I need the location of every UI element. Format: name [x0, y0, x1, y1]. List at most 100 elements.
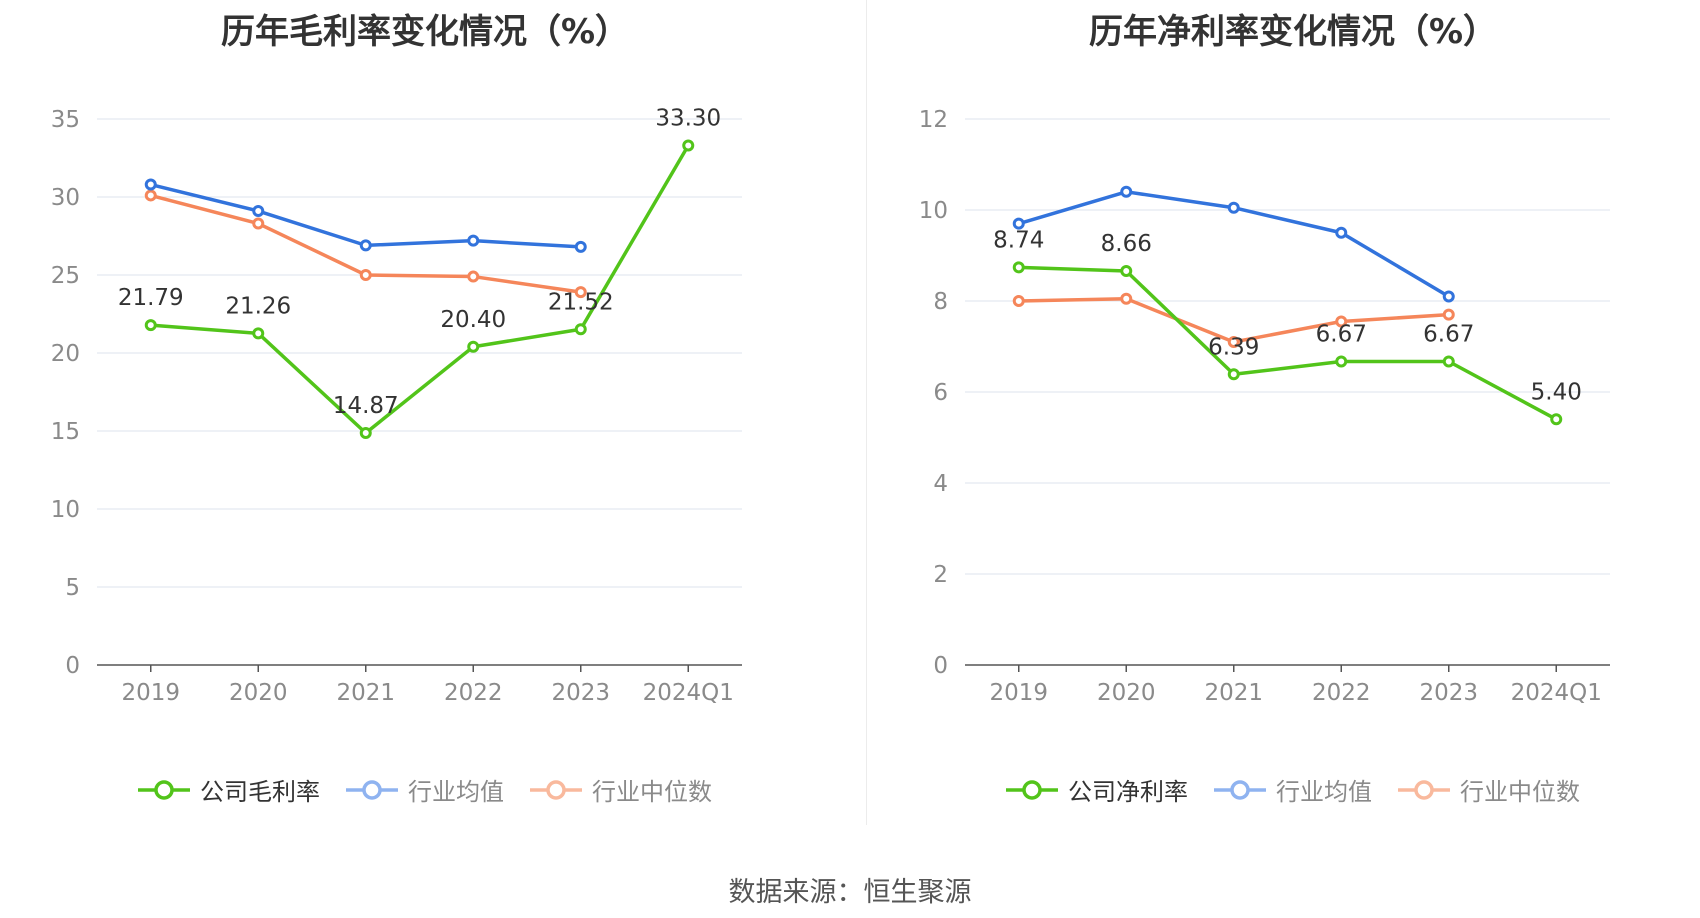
legend-item[interactable]: 公司净利率	[1006, 772, 1188, 807]
data-label: 5.40	[1531, 379, 1582, 405]
panel-divider	[866, 0, 867, 825]
x-tick-label: 2020	[1097, 680, 1156, 706]
y-tick-label: 2	[933, 562, 948, 588]
chart-title: 历年净利率变化情况（%）	[1088, 12, 1498, 52]
legend-swatch-icon	[530, 779, 582, 800]
x-tick-label: 2024Q1	[1511, 680, 1602, 706]
legend-marker	[1022, 779, 1042, 800]
data-point	[1227, 368, 1240, 381]
data-point	[359, 239, 372, 252]
legend-marker	[154, 779, 174, 800]
data-label: 6.67	[1316, 322, 1367, 348]
data-point	[1442, 355, 1455, 368]
data-label: 6.39	[1208, 334, 1259, 360]
x-tick-label: 2022	[1312, 680, 1371, 706]
x-tick-label: 2019	[121, 680, 180, 706]
legend-item[interactable]: 行业中位数	[530, 772, 712, 807]
y-tick-label: 4	[933, 471, 948, 497]
y-tick-label: 0	[65, 653, 80, 679]
y-tick-label: 5	[65, 575, 80, 601]
y-tick-label: 0	[933, 653, 948, 679]
chart-title: 历年毛利率变化情况（%）	[220, 12, 630, 52]
legend-marker	[546, 779, 566, 800]
series-line-1	[150, 182, 581, 249]
y-tick-label: 25	[51, 263, 80, 289]
data-label: 8.66	[1101, 231, 1152, 257]
data-point	[1120, 185, 1133, 198]
y-tick-label: 10	[919, 198, 948, 224]
data-point	[1442, 308, 1455, 321]
data-point	[682, 139, 695, 152]
data-point	[1550, 413, 1563, 426]
y-tick-label: 35	[51, 107, 80, 133]
y-tick-label: 6	[933, 380, 948, 406]
legend-label: 行业中位数	[1460, 778, 1580, 806]
legend-label: 行业均值	[1276, 778, 1372, 806]
data-point	[1335, 355, 1348, 368]
data-source: 数据来源：恒生聚源	[728, 877, 972, 908]
legend-item[interactable]: 公司毛利率	[138, 772, 320, 807]
legend-swatch-icon	[138, 779, 190, 800]
y-tick-label: 20	[51, 341, 80, 367]
legend-swatch-icon	[1214, 779, 1266, 800]
data-point	[144, 178, 157, 191]
y-tick-label: 15	[51, 419, 80, 445]
data-point	[467, 234, 480, 247]
legend-swatch-icon	[1398, 779, 1450, 800]
chart-legend: 公司净利率 行业均值 行业中位数	[868, 772, 1700, 807]
net-margin-plot: 0 2 4 6 8 10 12 2019 2020 2021 2022 2023 2024Q1 8.74 8…	[919, 107, 1610, 706]
legend-marker	[1230, 779, 1250, 800]
y-tick-label: 10	[51, 497, 80, 523]
data-label: 21.52	[548, 289, 614, 315]
data-label: 6.67	[1423, 322, 1474, 348]
legend-label: 公司毛利率	[200, 778, 320, 806]
data-point	[1120, 292, 1133, 305]
data-label: 14.87	[333, 393, 399, 419]
legend-marker	[1414, 779, 1434, 800]
gross-margin-plot: 0 5 10 15 20 25 30 35 2019 2020 2021 2022 2023 2024Q1…	[51, 106, 742, 706]
data-point	[1012, 217, 1025, 230]
legend-item[interactable]: 行业均值	[1214, 772, 1372, 807]
x-tick-label: 2023	[1419, 680, 1478, 706]
x-tick-label: 2021	[336, 680, 395, 706]
data-point	[467, 270, 480, 283]
data-point	[574, 323, 587, 336]
data-point	[1442, 290, 1455, 303]
series-line-0	[150, 144, 690, 435]
data-label: 21.26	[225, 293, 291, 319]
data-label: 20.40	[440, 307, 506, 333]
series-line-0	[1018, 265, 1558, 421]
legend-swatch-icon	[1006, 779, 1058, 800]
data-label: 8.74	[993, 227, 1044, 253]
y-tick-label: 8	[933, 289, 948, 315]
data-point	[1335, 315, 1348, 328]
data-point	[359, 269, 372, 281]
data-point	[1227, 201, 1240, 214]
data-label: 21.79	[118, 285, 184, 311]
x-tick-label: 2020	[229, 680, 288, 706]
x-tick-label: 2023	[551, 680, 610, 706]
net-margin-chart: 历年净利率变化情况（%） 0 2 4 6 8 10 12 2019 2020 2021 2022 20…	[868, 0, 1700, 830]
data-point	[574, 286, 587, 299]
x-tick-label: 2024Q1	[643, 680, 734, 706]
legend-item[interactable]: 行业中位数	[1398, 772, 1580, 807]
data-point	[1335, 226, 1348, 239]
gross-margin-chart: 历年毛利率变化情况（%） 0 5 10 15 20 25 30 35 2019 2020 2021 2…	[0, 0, 850, 830]
data-label: 33.30	[655, 106, 721, 132]
data-point	[144, 189, 157, 202]
data-point	[467, 340, 480, 353]
data-point	[359, 427, 372, 440]
legend-label: 行业中位数	[592, 778, 712, 806]
chart-legend: 公司毛利率 行业均值 行业中位数	[0, 772, 850, 807]
legend-label: 行业均值	[408, 778, 504, 806]
legend-marker	[362, 779, 382, 800]
data-point	[1120, 264, 1133, 277]
y-tick-label: 30	[51, 185, 80, 211]
legend-swatch-icon	[346, 779, 398, 800]
legend-item[interactable]: 行业均值	[346, 772, 504, 807]
x-tick-label: 2019	[989, 680, 1048, 706]
data-point	[1012, 295, 1025, 307]
data-point	[252, 327, 265, 340]
data-point	[1012, 261, 1025, 274]
data-point	[574, 240, 587, 253]
